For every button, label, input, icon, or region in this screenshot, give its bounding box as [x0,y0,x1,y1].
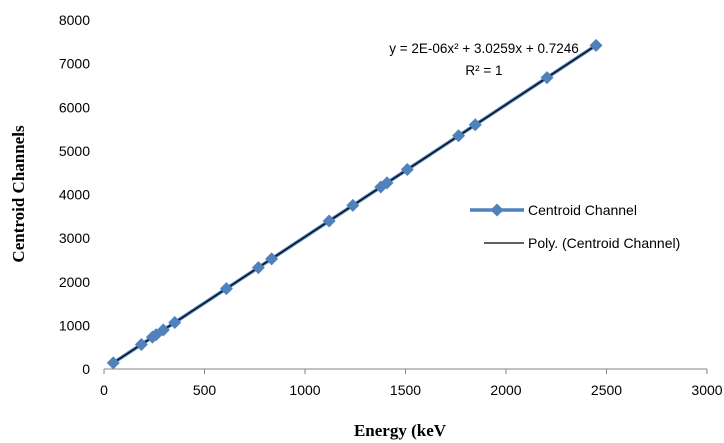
legend-label-poly-trendline: Poly. (Centroid Channel) [528,235,680,251]
data-point-marker [452,129,466,143]
y-tick-label: 7000 [59,56,90,72]
x-tick-label: 0 [100,382,108,398]
data-point-marker [346,198,360,212]
x-tick-label: 500 [193,382,217,398]
x-tick-label: 3000 [691,382,722,398]
data-point-marker [540,71,554,85]
data-point-marker [156,323,170,337]
data-point-marker [219,282,233,296]
data-point-marker [400,163,414,177]
y-tick-label: 4000 [59,187,90,203]
data-point-marker [106,356,120,370]
legend-marker-diamond [490,203,504,217]
data-point-marker [265,252,279,266]
x-tick-label: 2000 [490,382,521,398]
y-tick-label: 0 [82,361,90,377]
legend-item-poly-trendline: Poly. (Centroid Channel) [484,235,680,251]
data-point-marker [251,261,265,275]
y-tick-label: 3000 [59,230,90,246]
trendline-equation: y = 2E-06x² + 3.0259x + 0.7246 [389,41,579,56]
data-point-marker [168,315,182,329]
data-point-marker [134,337,148,351]
legend-label-centroid-channel: Centroid Channel [528,202,637,218]
y-tick-label: 5000 [59,143,90,159]
x-tick-label: 2500 [591,382,622,398]
y-tick-label: 6000 [59,99,90,115]
x-tick-label: 1500 [390,382,421,398]
r-squared-label: R² = 1 [465,63,502,78]
legend: Centroid Channel Poly. (Centroid Channel… [470,202,680,251]
y-tick-label: 2000 [59,274,90,290]
data-point-marker [468,118,482,132]
data-point-marker [589,38,603,52]
y-axis-title: Centroid Channels [9,125,28,263]
legend-item-centroid-channel: Centroid Channel [470,202,637,218]
data-point-marker [322,214,336,228]
y-tick-label: 1000 [59,317,90,333]
y-tick-label: 8000 [59,12,90,28]
x-axis-ticks: 0 500 1000 1500 2000 2500 3000 [100,369,723,398]
data-point-marker [380,176,394,190]
x-axis-title: Energy (keV [354,421,447,440]
x-tick-label: 1000 [289,382,320,398]
y-axis-ticks: 0 1000 2000 3000 4000 5000 6000 7000 8000 [59,12,90,377]
plot-area [106,38,603,370]
